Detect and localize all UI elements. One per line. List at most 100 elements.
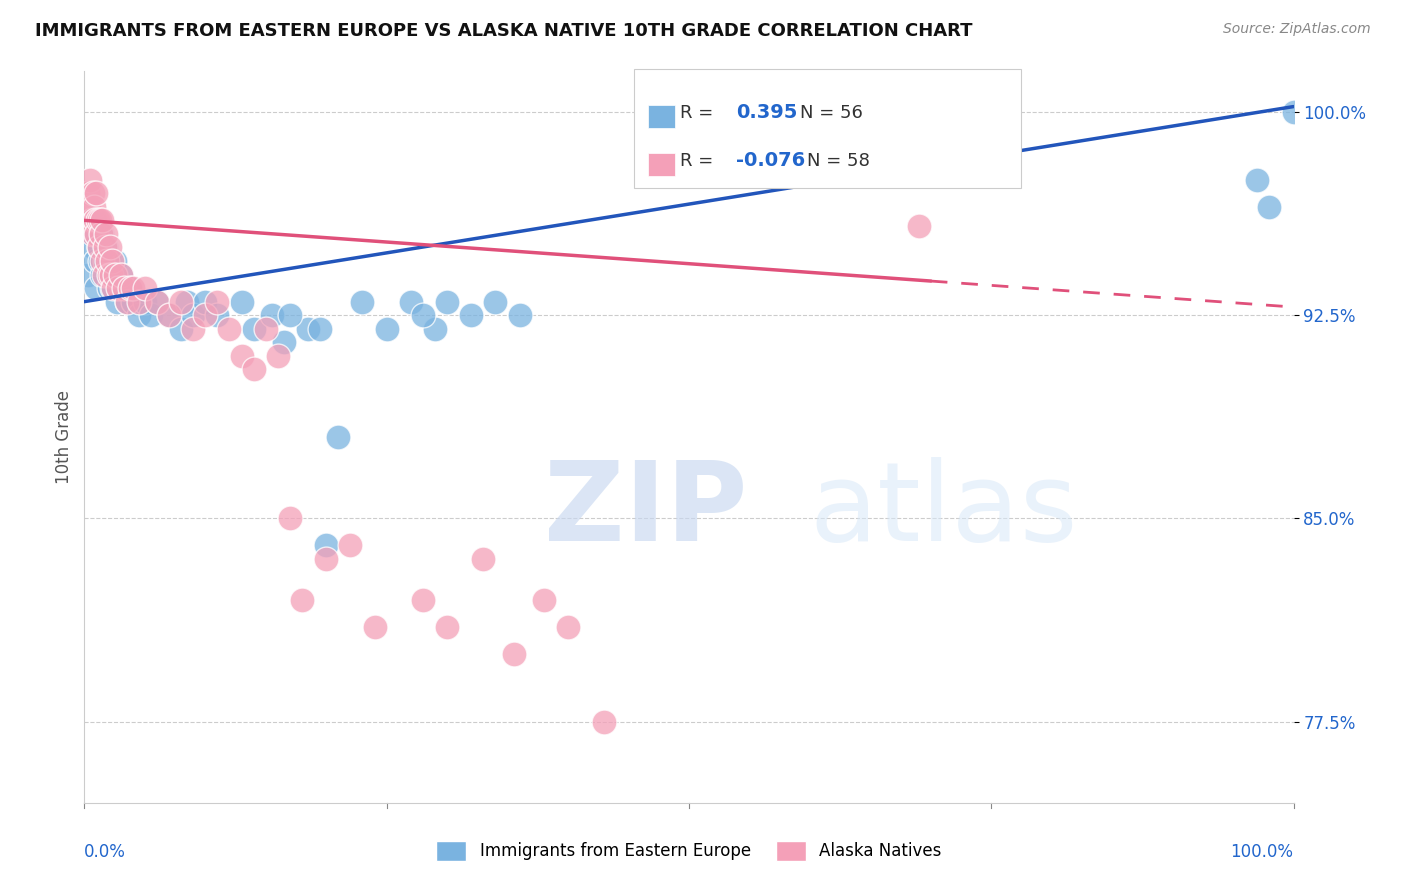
Point [94,227,117,241]
Point [207,294,229,309]
Point [80,213,103,227]
Point [207,308,229,322]
Point [128,294,150,309]
Text: 100.0%: 100.0% [1230,843,1294,861]
Point [82,240,104,254]
Point [112,281,135,295]
Point [105,294,128,309]
Point [502,647,524,661]
Point [181,308,204,322]
Text: 0.395: 0.395 [737,103,797,122]
Point [157,308,180,322]
Point [315,538,337,552]
Point [89,213,111,227]
Point [231,294,253,309]
Point [352,294,374,309]
Text: ZIP: ZIP [544,457,747,564]
Point [297,322,319,336]
Point [273,335,295,350]
Point [328,430,350,444]
Point [146,294,169,309]
Point [86,281,108,295]
Point [104,268,127,282]
Point [91,213,114,227]
Point [291,592,314,607]
Point [1282,105,1305,120]
Point [107,281,129,295]
Point [89,254,111,268]
Point [115,294,138,309]
Point [112,281,135,295]
Text: R =: R = [681,152,713,169]
Point [157,308,180,322]
Point [593,714,616,729]
Point [484,294,506,309]
Point [86,227,108,241]
Text: N = 56: N = 56 [800,103,862,122]
Point [100,268,122,282]
Point [315,552,337,566]
Point [82,186,104,201]
Point [472,552,495,566]
Point [278,511,301,525]
Point [87,240,110,254]
Point [267,349,290,363]
Point [96,254,118,268]
Point [97,254,120,268]
Point [242,362,264,376]
Point [121,281,143,295]
Point [97,268,120,282]
Point [115,294,138,309]
Point [91,227,114,241]
Point [101,254,124,268]
Text: N = 58: N = 58 [807,152,869,169]
Point [181,322,204,336]
Point [242,322,264,336]
Point [907,219,929,233]
Text: IMMIGRANTS FROM EASTERN EUROPE VS ALASKA NATIVE 10TH GRADE CORRELATION CHART: IMMIGRANTS FROM EASTERN EUROPE VS ALASKA… [35,22,973,40]
Point [79,172,101,186]
Point [436,620,458,634]
Point [97,281,120,295]
Point [101,281,124,295]
Point [94,254,117,268]
Point [104,268,127,282]
Point [77,186,100,201]
Point [134,281,156,295]
Point [84,254,107,268]
Point [86,186,108,201]
Point [83,213,105,227]
Point [436,294,458,309]
Point [110,268,132,282]
Point [194,294,217,309]
Point [412,592,434,607]
Point [170,294,193,309]
Point [128,308,150,322]
Point [120,281,142,295]
Point [87,240,110,254]
Point [84,213,107,227]
Point [103,281,125,295]
Point [170,322,193,336]
Point [134,294,156,309]
Point [86,213,108,227]
Point [176,294,198,309]
Text: -0.076: -0.076 [737,152,806,170]
Point [100,268,122,282]
Point [83,200,105,214]
Point [194,308,217,322]
Text: 0.0%: 0.0% [84,843,127,861]
Y-axis label: 10th Grade: 10th Grade [55,390,73,484]
Point [399,294,422,309]
Point [94,240,117,254]
Point [146,294,169,309]
Point [375,322,398,336]
Point [110,268,132,282]
Point [254,322,277,336]
Text: R =: R = [681,103,713,122]
Point [121,294,143,309]
Point [82,227,104,241]
Point [120,281,142,295]
Point [94,240,117,254]
Point [557,620,579,634]
